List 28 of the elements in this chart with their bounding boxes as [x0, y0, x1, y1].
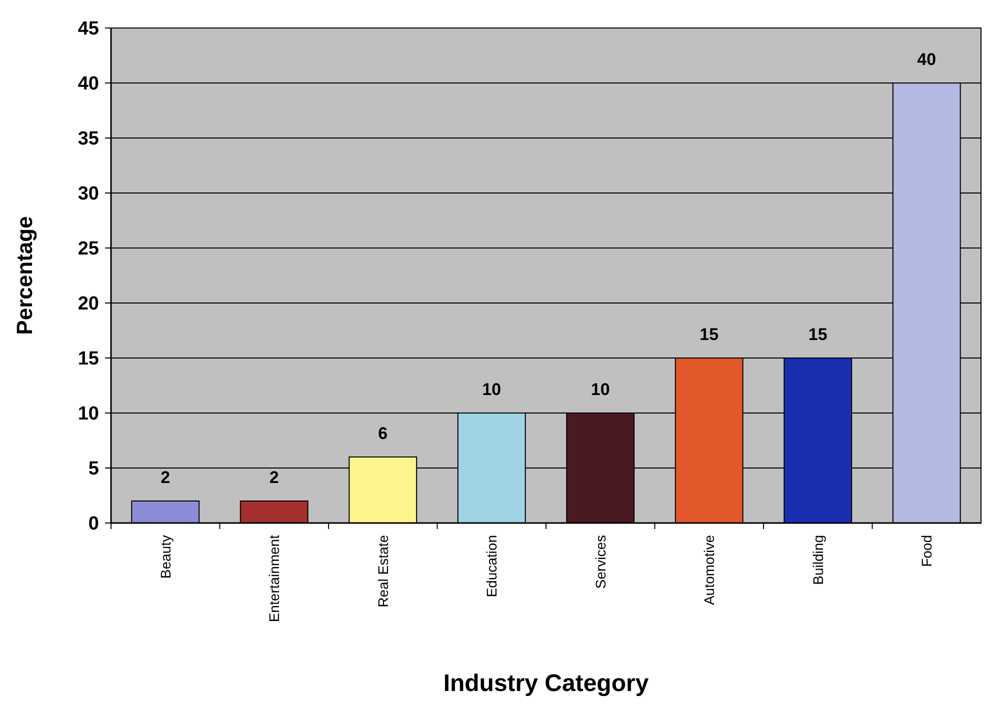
y-axis-title: Percentage	[12, 216, 37, 335]
data-label: 10	[590, 380, 610, 399]
x-tick-label: Education	[484, 535, 500, 598]
x-tick-label: Automotive	[701, 534, 718, 606]
y-tick-label: 40	[78, 74, 99, 95]
y-tick-label: 25	[78, 238, 100, 260]
x-tick-label: Services	[592, 535, 608, 589]
y-tick-label: 45	[78, 18, 100, 40]
data-label: 2	[269, 468, 279, 487]
data-label: 10	[482, 380, 502, 399]
y-tick-label: 15	[78, 348, 100, 370]
y-tick-label: 20	[78, 294, 99, 315]
x-tick-label: Food	[918, 535, 935, 567]
x-axis-title: Industry Category	[443, 670, 650, 697]
x-tick-label: Entertainment	[266, 534, 282, 622]
data-label: 6	[378, 424, 388, 443]
y-tick-label: 35	[78, 128, 100, 150]
data-label: 15	[700, 325, 719, 344]
y-tick-label: 5	[88, 458, 100, 480]
x-tick-label: Beauty	[157, 535, 174, 579]
data-label: 2	[160, 468, 170, 487]
y-tick-label: 30	[78, 184, 99, 205]
data-label: 15	[808, 325, 828, 344]
y-tick-label: 0	[88, 514, 99, 535]
x-tick-label: Real Estate	[374, 534, 391, 608]
data-label: 40	[917, 50, 936, 69]
y-tick-label: 10	[78, 404, 99, 425]
x-tick-label: Building	[810, 535, 826, 585]
